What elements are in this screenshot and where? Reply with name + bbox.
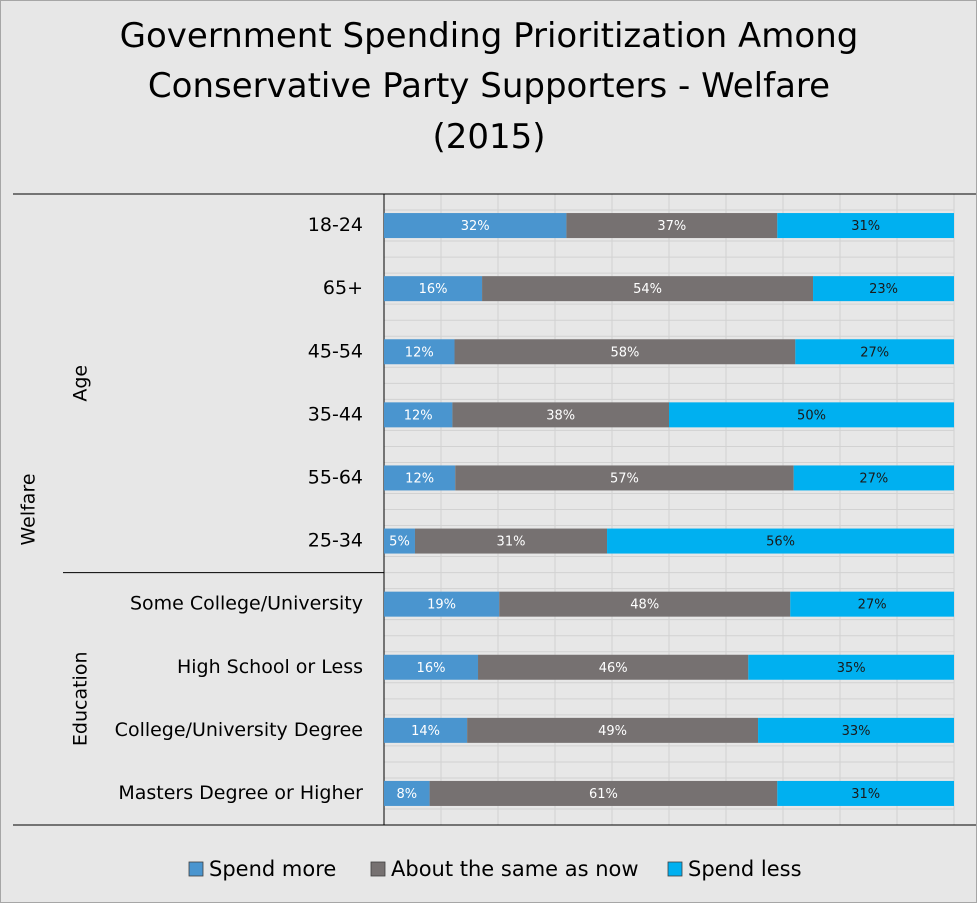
bar-label-1-8: 16% (417, 661, 446, 676)
bar-label-3-5: 27% (859, 471, 888, 486)
bar-label-2-5: 57% (610, 471, 639, 486)
bar-label-2-1: 37% (657, 219, 686, 234)
category-label-5: 55-64 (308, 466, 363, 488)
bar-1-7 (384, 591, 500, 617)
category-label-4: 35-44 (308, 403, 363, 425)
chart-title-line-2: Conservative Party Supporters - Welfare (148, 66, 830, 106)
bar-3-3 (795, 339, 954, 365)
legend-swatch-3 (667, 861, 683, 877)
bar-2-3 (454, 339, 796, 365)
bar-3-6 (607, 528, 954, 554)
bar-label-1-4: 12% (404, 408, 433, 423)
legend-label-3: Spend less (688, 857, 802, 881)
bar-1-4 (384, 402, 453, 428)
bar-label-3-9: 33% (842, 724, 871, 739)
group-label-1: Age (70, 365, 92, 402)
bar-3-10 (777, 780, 954, 806)
bar-2-5 (455, 465, 794, 491)
bar-3-2 (813, 276, 954, 302)
bar-2-10 (429, 780, 778, 806)
bar-label-1-9: 14% (411, 724, 440, 739)
bar-label-2-4: 38% (546, 408, 575, 423)
bar-3-7 (790, 591, 954, 617)
chart-title-line-1: Government Spending Prioritization Among (120, 16, 859, 56)
bar-3-4 (669, 402, 954, 428)
bar-2-1 (566, 213, 778, 239)
legend-swatch-2 (370, 861, 386, 877)
category-label-3: 45-54 (308, 340, 363, 362)
category-label-1: 18-24 (308, 214, 363, 236)
bar-2-9 (467, 717, 759, 743)
bar-label-3-10: 31% (851, 787, 880, 802)
bar-label-1-7: 19% (427, 598, 456, 613)
bar-1-5 (384, 465, 456, 491)
bar-label-2-7: 48% (630, 598, 659, 613)
category-label-6: 25-34 (308, 530, 363, 552)
bar-label-1-3: 12% (405, 345, 434, 360)
category-label-2: 65+ (323, 277, 363, 299)
bar-label-3-7: 27% (858, 598, 887, 613)
bar-label-1-6: 5% (389, 535, 410, 550)
bar-label-2-3: 58% (610, 345, 639, 360)
bar-2-8 (478, 654, 749, 680)
bar-1-6 (384, 528, 415, 554)
bar-1-3 (384, 339, 455, 365)
bar-label-1-2: 16% (419, 282, 448, 297)
group-label-2: Education (70, 652, 92, 747)
bar-label-3-1: 31% (851, 219, 880, 234)
bar-3-5 (793, 465, 954, 491)
legend-swatch-1 (188, 861, 204, 877)
bar-label-3-8: 35% (837, 661, 866, 676)
bar-2-7 (499, 591, 791, 617)
category-label-10: Masters Degree or Higher (118, 782, 363, 804)
bar-3-8 (748, 654, 954, 680)
bar-1-1 (384, 213, 567, 239)
bar-1-8 (384, 654, 479, 680)
bar-label-2-10: 61% (589, 787, 618, 802)
bar-label-2-6: 31% (497, 535, 526, 550)
category-label-9: College/University Degree (115, 719, 363, 741)
bar-label-3-2: 23% (869, 282, 898, 297)
bar-2-2 (482, 276, 814, 302)
bar-3-9 (758, 717, 954, 743)
legend-label-2: About the same as now (391, 857, 639, 881)
bar-3-1 (777, 213, 954, 239)
bar-label-1-1: 32% (461, 219, 490, 234)
chart-title-line-3: (2015) (432, 117, 545, 157)
bar-1-10 (384, 780, 430, 806)
legend-label-1: Spend more (209, 857, 336, 881)
bar-label-1-5: 12% (405, 471, 434, 486)
outer-group-label: Welfare (18, 473, 40, 545)
bar-1-2 (384, 276, 483, 302)
bar-label-3-6: 56% (766, 535, 795, 550)
bar-label-1-10: 8% (396, 787, 417, 802)
bar-label-2-8: 46% (599, 661, 628, 676)
category-label-7: Some College/University (130, 593, 363, 615)
bar-1-9 (384, 717, 468, 743)
bar-label-3-4: 50% (797, 408, 826, 423)
bar-2-6 (414, 528, 608, 554)
bar-label-2-2: 54% (633, 282, 662, 297)
bar-2-4 (452, 402, 669, 428)
category-label-8: High School or Less (177, 656, 363, 678)
bar-label-3-3: 27% (860, 345, 889, 360)
bar-label-2-9: 49% (598, 724, 627, 739)
